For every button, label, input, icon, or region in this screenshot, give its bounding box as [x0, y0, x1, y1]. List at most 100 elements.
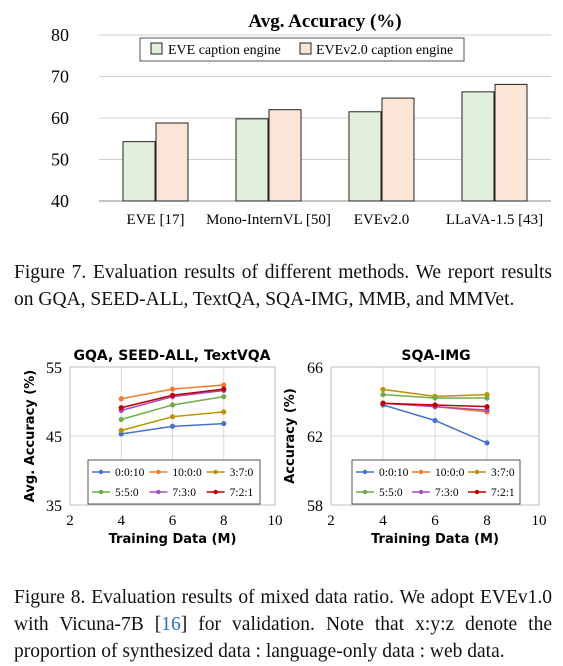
figure-7-caption: Figure 7. Evaluation results of differen…	[14, 259, 552, 313]
data-point	[221, 394, 227, 400]
data-point	[432, 395, 438, 401]
x-tick-label: 8	[483, 513, 491, 529]
legend-label: 3:7:0	[230, 467, 254, 479]
legend: EVE caption engine EVEv2.0 caption engine	[139, 37, 465, 62]
data-point	[221, 420, 227, 427]
bar	[494, 83, 528, 202]
data-point	[169, 414, 176, 420]
legend-marker	[474, 469, 480, 475]
legend-label: 0:0:10	[115, 467, 145, 479]
bar	[461, 91, 495, 202]
citation-link[interactable]: 16	[161, 614, 181, 635]
legend-marker	[362, 469, 368, 475]
x-tick-label: 2	[327, 513, 335, 529]
data-point	[118, 396, 124, 402]
y-tick-label: 66	[307, 360, 323, 377]
legend-box	[351, 459, 521, 505]
x-tick-label: 10	[268, 513, 283, 529]
figure-7-text: Evaluation results of different methods.…	[14, 262, 552, 310]
data-point	[169, 386, 176, 392]
x-tick-label: EVE [17]	[127, 212, 185, 228]
data-point	[432, 417, 438, 424]
data-point	[169, 392, 176, 398]
legend-marker	[362, 489, 368, 495]
x-tick-label: 2	[66, 513, 74, 529]
legend: 0:0:10 10:0:0 3:7:0 5:5:0 7:3:0 7:2:1	[351, 459, 521, 505]
data-point	[118, 427, 124, 434]
data-point	[169, 402, 176, 408]
data-point	[484, 404, 490, 410]
chart-title: SQA-IMG	[401, 348, 470, 364]
figure-8-text-2: ] for validation. Note that x:y:z denote…	[14, 614, 552, 662]
legend-marker	[474, 489, 480, 495]
y-tick-label: 60	[51, 108, 69, 128]
legend-marker	[213, 469, 218, 475]
line-chart-sqa: SQA-IMG 58 62 66 2 4 6 8 10 Training Data (M) Accu…	[283, 348, 547, 547]
legend-marker	[213, 489, 218, 495]
legend-label: 3:7:0	[491, 467, 515, 479]
chart-title: GQA, SEED-ALL, TextVQA	[74, 348, 271, 364]
x-tick-label: EVEv2.0	[354, 212, 409, 228]
bar-chart: Avg. Accuracy (%) 40 50 60 70 80 EVE [17] Mono-…	[51, 11, 551, 228]
data-point	[221, 382, 227, 388]
data-point	[484, 440, 490, 446]
bar	[381, 97, 415, 202]
y-tick-label: 62	[307, 429, 323, 446]
bar	[268, 109, 302, 202]
data-point	[380, 386, 386, 393]
figure-8-text-1: Evaluation results of mixed data ratio. …	[14, 587, 552, 635]
legend-marker	[98, 489, 104, 495]
y-tick-label: 50	[51, 150, 69, 170]
x-tick-label: 4	[379, 513, 387, 529]
legend-label: 5:5:0	[379, 487, 403, 499]
y-tick-label: 58	[307, 498, 323, 515]
x-axis-label: Training Data (M)	[109, 532, 237, 547]
chart-title: Avg. Accuracy (%)	[248, 11, 401, 32]
data-point	[118, 405, 124, 411]
legend-label: 7:3:0	[172, 487, 196, 499]
legend-label: 7:2:1	[230, 487, 254, 499]
x-tick-label: 10	[532, 513, 547, 529]
data-point	[118, 416, 124, 423]
y-tick-label: 45	[46, 429, 62, 446]
legend-swatch	[150, 42, 163, 55]
legend-label: 7:3:0	[435, 487, 459, 499]
bar	[348, 111, 382, 202]
y-axis-label: Avg. Accuracy (%)	[23, 370, 38, 502]
legend-label: 10:0:0	[435, 467, 465, 479]
x-tick-label: 4	[118, 513, 126, 529]
data-point	[432, 402, 438, 408]
legend-marker	[98, 469, 104, 475]
legend: 0:0:10 10:0:0 3:7:0 5:5:0 7:3:0 7:2:1	[87, 459, 261, 505]
legend-label: 7:2:1	[491, 487, 515, 499]
y-tick-label: 40	[51, 191, 69, 211]
legend-label: EVEv2.0 caption engine	[316, 43, 453, 58]
y-tick-label: 35	[46, 498, 62, 515]
x-tick-label: 6	[169, 513, 177, 529]
data-point	[380, 400, 386, 406]
bar	[122, 141, 156, 202]
legend-swatch	[299, 42, 312, 55]
x-tick-label: 8	[220, 513, 228, 529]
data-point	[221, 386, 227, 392]
bar	[155, 122, 189, 202]
plot-frame	[69, 366, 276, 506]
legend-label: 10:0:0	[172, 467, 202, 479]
data-point	[484, 395, 490, 401]
y-tick-label: 70	[51, 67, 69, 87]
plot-frame	[330, 366, 540, 506]
figure-8-caption: Figure 8. Evaluation results of mixed da…	[14, 584, 552, 665]
y-tick-label: 55	[46, 360, 62, 377]
data-point	[380, 392, 386, 398]
legend-marker	[418, 489, 424, 495]
y-axis-label: Accuracy (%)	[283, 388, 298, 484]
figure-7-label: Figure 7.	[14, 262, 87, 283]
legend-marker	[156, 469, 161, 475]
x-tick-label: Mono-InternVL [50]	[206, 212, 331, 228]
data-point	[221, 409, 227, 415]
legend-label: 5:5:0	[115, 487, 139, 499]
legend-label: EVE caption engine	[168, 43, 281, 58]
x-axis-label: Training Data (M)	[371, 532, 499, 547]
figure-8-label: Figure 8.	[14, 587, 86, 608]
